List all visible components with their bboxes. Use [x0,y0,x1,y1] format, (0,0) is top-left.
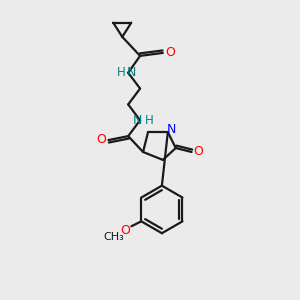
Text: O: O [97,133,106,146]
Text: CH₃: CH₃ [103,232,124,242]
Text: O: O [194,146,203,158]
Text: N: N [132,114,142,127]
Text: O: O [121,224,130,237]
Text: O: O [165,46,175,59]
Text: H: H [117,66,126,79]
Text: N: N [167,123,176,136]
Text: N: N [127,66,136,79]
Text: H: H [145,114,153,127]
